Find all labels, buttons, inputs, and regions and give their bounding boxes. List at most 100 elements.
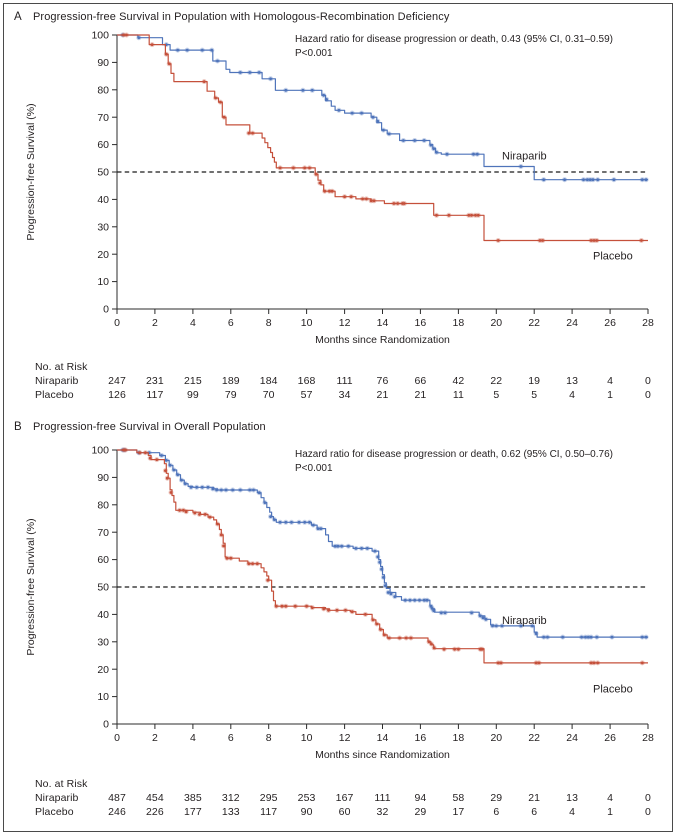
panel-b-letter: B: [14, 421, 22, 433]
risk-count: 6: [531, 805, 538, 818]
x-tick-label: 20: [490, 317, 502, 329]
niraparib-censor-marks: [120, 32, 649, 183]
y-tick-label: 10: [97, 276, 109, 288]
risk-count: 177: [183, 805, 202, 818]
risk-count: 90: [300, 805, 313, 818]
panel-a-title: A Progression-free Survival in Population…: [14, 11, 449, 23]
risk-count: 57: [300, 388, 313, 401]
risk-count: 385: [183, 792, 202, 804]
risk-count: 215: [183, 375, 202, 387]
risk-count: 454: [145, 792, 164, 804]
risk-count: 99: [186, 388, 199, 401]
x-tick-label: 12: [339, 732, 351, 744]
x-tick-label: 10: [301, 732, 313, 744]
x-tick-label: 6: [228, 732, 234, 744]
risk-count: 21: [414, 388, 427, 401]
y-tick-label: 60: [97, 139, 109, 151]
risk-count: 189: [221, 375, 240, 387]
risk-count: 66: [414, 375, 427, 387]
risk-count: 19: [528, 375, 541, 387]
y-tick-label: 70: [97, 112, 109, 124]
x-axis-title: Months since Randomization: [315, 334, 450, 346]
risk-count: 4: [607, 375, 614, 387]
y-tick-label: 0: [103, 304, 109, 316]
y-tick-label: 40: [97, 609, 109, 621]
x-tick-label: 12: [339, 317, 351, 329]
y-tick-label: 50: [97, 167, 109, 179]
hazard-ratio-annotation: Hazard ratio for disease progression or …: [295, 34, 613, 45]
figure-border: [3, 3, 673, 832]
y-tick-label: 30: [97, 221, 109, 233]
panel-b-km-chart: Hazard ratio for disease progression or …: [25, 445, 654, 761]
y-tick-label: 80: [97, 499, 109, 511]
risk-count: 4: [569, 388, 576, 401]
risk-count: 226: [145, 805, 164, 818]
y-axis-title: Progression-free Survival (%): [25, 103, 37, 240]
risk-count: 126: [108, 388, 126, 401]
x-tick-label: 4: [190, 732, 196, 744]
risk-count: 133: [221, 805, 240, 818]
placebo-censor-marks: [121, 32, 644, 243]
panel-a-km-chart: Hazard ratio for disease progression or …: [25, 30, 654, 346]
risk-count: 42: [452, 375, 465, 387]
p-value-annotation: P<0.001: [295, 48, 333, 59]
risk-count: 17: [452, 805, 465, 818]
x-tick-label: 16: [415, 732, 427, 744]
x-tick-label: 24: [566, 732, 578, 744]
risk-count: 0: [645, 805, 651, 818]
y-tick-label: 90: [97, 57, 109, 69]
placebo-series-label: Placebo: [593, 683, 633, 695]
x-tick-label: 22: [528, 732, 540, 744]
x-tick-label: 0: [114, 317, 120, 329]
panel-b-title-text: Progression-free Survival in Overall Pop…: [33, 421, 266, 433]
panel-b-title: B Progression-free Survival in Overall Po…: [14, 421, 266, 433]
x-tick-label: 0: [114, 732, 120, 744]
risk-count: 0: [645, 792, 651, 804]
risk-count: 58: [452, 792, 465, 804]
risk-count: 167: [335, 792, 354, 804]
risk-count: 4: [569, 805, 576, 818]
y-tick-label: 70: [97, 527, 109, 539]
y-tick-label: 40: [97, 194, 109, 206]
risk-count: 1: [607, 388, 614, 401]
risk-count: 13: [566, 792, 579, 804]
placebo-censor-marks: [121, 447, 645, 666]
x-tick-label: 16: [415, 317, 427, 329]
risk-count: 4: [607, 792, 614, 804]
x-tick-label: 18: [453, 732, 465, 744]
risk-count: 5: [493, 388, 500, 401]
risk-row-label: Niraparib: [35, 375, 79, 387]
risk-count: 29: [414, 805, 427, 818]
x-tick-label: 26: [604, 732, 616, 744]
risk-count: 60: [338, 805, 351, 818]
risk-row-label: Niraparib: [35, 792, 79, 804]
x-axis-title: Months since Randomization: [315, 749, 450, 761]
x-tick-label: 22: [528, 317, 540, 329]
risk-count: 21: [528, 792, 541, 804]
risk-count: 13: [566, 375, 579, 387]
risk-count: 32: [376, 805, 389, 818]
niraparib-series-label: Niraparib: [502, 615, 547, 627]
risk-count: 117: [146, 388, 164, 401]
x-tick-label: 10: [301, 317, 313, 329]
risk-count: 5: [531, 388, 538, 401]
risk-count: 0: [645, 375, 651, 387]
risk-count: 295: [259, 792, 278, 804]
risk-count: 76: [376, 375, 389, 387]
risk-row-label: Placebo: [35, 388, 74, 401]
risk-count: 94: [414, 792, 427, 804]
risk-table-a-heading: No. at Risk: [35, 361, 88, 373]
y-tick-label: 10: [97, 691, 109, 703]
x-tick-label: 24: [566, 317, 578, 329]
y-tick-label: 100: [91, 445, 109, 457]
y-tick-label: 30: [97, 636, 109, 648]
risk-count: 22: [490, 375, 503, 387]
risk-table-b-heading: No. at Risk: [35, 778, 88, 790]
risk-count: 79: [224, 388, 237, 401]
risk-count: 253: [297, 792, 316, 804]
risk-count: 21: [376, 388, 389, 401]
x-tick-label: 14: [377, 317, 389, 329]
y-tick-label: 50: [97, 582, 109, 594]
x-tick-label: 2: [152, 317, 158, 329]
x-tick-label: 28: [642, 317, 654, 329]
